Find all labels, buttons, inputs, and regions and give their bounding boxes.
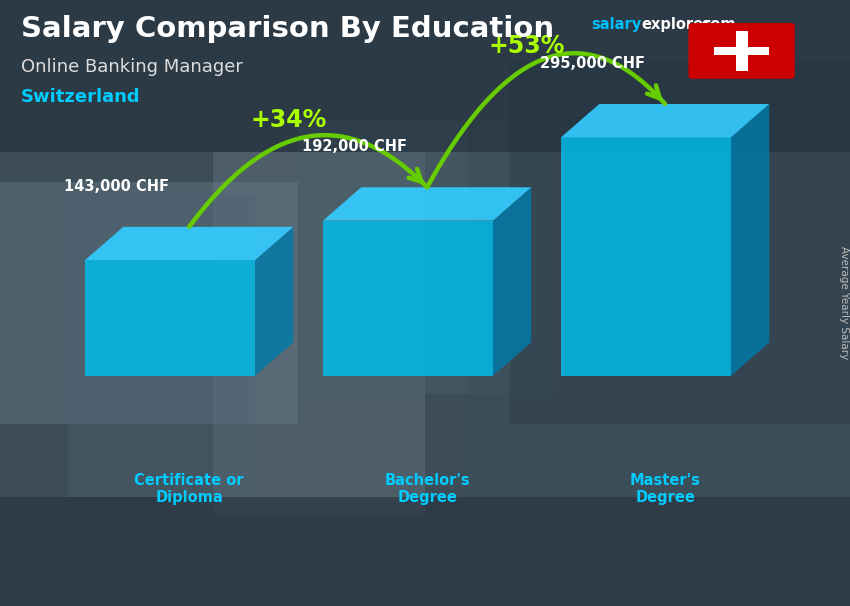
Text: .com: .com	[697, 17, 736, 32]
Bar	[735, 31, 747, 70]
Text: Bachelor's
Degree: Bachelor's Degree	[384, 473, 470, 505]
Bar	[68, 194, 255, 497]
Polygon shape	[85, 260, 255, 376]
Bar	[714, 47, 769, 55]
Text: 295,000 CHF: 295,000 CHF	[540, 56, 645, 71]
Bar	[468, 0, 850, 606]
Bar	[0, 182, 298, 424]
Text: Average Yearly Salary: Average Yearly Salary	[839, 247, 849, 359]
Text: Certificate or
Diploma: Certificate or Diploma	[134, 473, 244, 505]
Polygon shape	[323, 187, 531, 221]
Bar	[0, 497, 850, 606]
Text: Master's
Degree: Master's Degree	[630, 473, 700, 505]
Text: 192,000 CHF: 192,000 CHF	[302, 139, 407, 154]
Text: explorer: explorer	[642, 17, 711, 32]
Text: salary: salary	[591, 17, 641, 32]
Polygon shape	[323, 221, 493, 376]
Bar	[212, 152, 425, 515]
Text: +34%: +34%	[251, 108, 327, 133]
Bar	[510, 61, 850, 424]
Bar	[298, 121, 552, 394]
Text: Online Banking Manager: Online Banking Manager	[21, 58, 243, 76]
Text: 143,000 CHF: 143,000 CHF	[64, 179, 169, 193]
Polygon shape	[493, 187, 531, 376]
Polygon shape	[561, 138, 731, 376]
Text: +53%: +53%	[489, 34, 565, 58]
Polygon shape	[85, 227, 293, 260]
Polygon shape	[731, 104, 769, 376]
FancyBboxPatch shape	[688, 23, 795, 79]
Text: Switzerland: Switzerland	[21, 88, 141, 106]
Bar	[0, 0, 850, 152]
Polygon shape	[255, 227, 293, 376]
Polygon shape	[561, 104, 769, 138]
Text: Salary Comparison By Education: Salary Comparison By Education	[21, 15, 554, 43]
